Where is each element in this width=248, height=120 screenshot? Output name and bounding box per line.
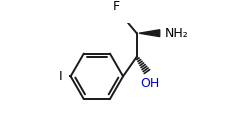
Polygon shape xyxy=(139,30,160,37)
Text: I: I xyxy=(58,70,62,83)
Text: F: F xyxy=(113,0,120,12)
Text: OH: OH xyxy=(140,77,159,90)
Text: NH₂: NH₂ xyxy=(165,27,188,40)
